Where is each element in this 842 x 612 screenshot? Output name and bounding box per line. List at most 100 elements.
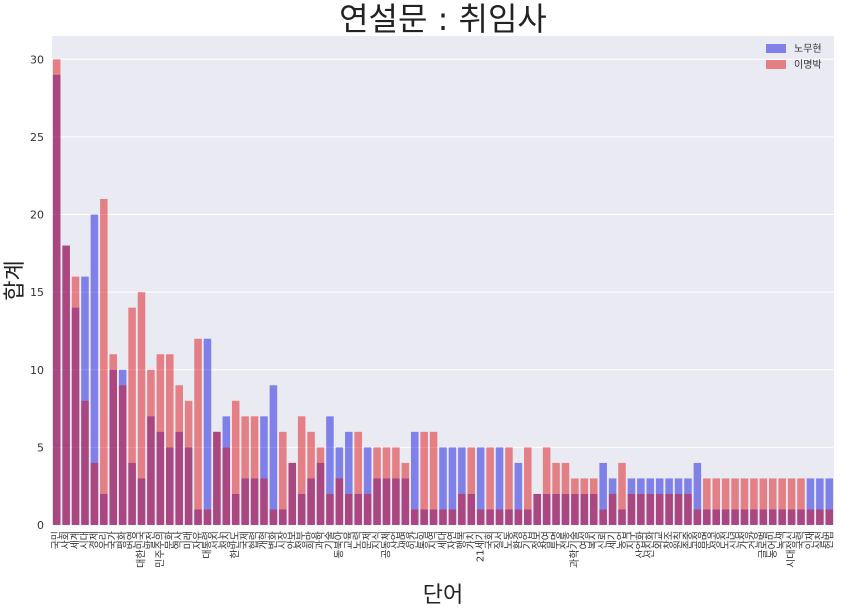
bar-series-2 (109, 354, 118, 525)
x-tick-label: 한반도 (230, 531, 242, 559)
bar-series-2 (100, 199, 108, 525)
bar-series-2 (731, 478, 739, 525)
bar-series-1 (401, 478, 410, 525)
x-tick-label: 자연 (446, 531, 458, 549)
bar-series-2 (222, 447, 231, 525)
bar-series-2 (316, 447, 325, 525)
x-tick-label: 국제 (239, 531, 251, 549)
bar-series-2 (797, 478, 805, 525)
x-tick-label: 투명 (550, 531, 562, 549)
bar-series-2 (703, 478, 711, 525)
x-tick-label: 도전 (720, 531, 732, 549)
bar-series-2 (778, 478, 786, 525)
x-tick-label: 우리 (98, 531, 110, 549)
x-tick-label: 과학 (315, 531, 327, 549)
x-tick-label: 시대정신 (786, 531, 798, 568)
bar-series-1 (439, 447, 447, 525)
bar-series-2 (514, 509, 523, 525)
bar-series-2 (439, 509, 447, 525)
bar-series-2 (571, 478, 579, 525)
x-tick-label: 여성 (578, 531, 590, 549)
bar-series-2 (279, 431, 287, 525)
bar-series-2 (561, 462, 570, 525)
bar-series-1 (552, 493, 560, 525)
x-tick-label: 미래 (183, 531, 195, 549)
x-tick-label: 외교 (654, 531, 666, 549)
bar-series-2 (693, 509, 702, 525)
x-tick-label: 공동체 (380, 531, 392, 559)
y-tick-label: 5 (37, 441, 44, 454)
x-axis-label: 단어 (423, 583, 463, 608)
x-tick-label: 민주주의 (154, 531, 166, 568)
x-tick-label: 가정 (738, 531, 750, 549)
x-tick-label: 창조 (663, 531, 675, 549)
bar-series-2 (184, 400, 193, 525)
bar-series-1 (222, 416, 231, 525)
bar-series-1 (279, 509, 287, 525)
bar-series-2 (740, 478, 749, 525)
bar-series-2 (806, 509, 815, 525)
bar-series-2 (486, 447, 494, 525)
bar-series-2 (467, 447, 476, 525)
bar-series-1 (194, 509, 202, 525)
bar-series-1 (533, 493, 541, 525)
bar-series-1 (137, 478, 146, 525)
bar-series-1 (241, 478, 249, 525)
bar-series-1 (627, 478, 636, 525)
bar-series-2 (297, 416, 306, 525)
x-tick-label: 자유 (192, 531, 204, 549)
bar-series-2 (665, 493, 673, 525)
bar-series-1 (571, 493, 579, 525)
y-axis-label: 합계 (3, 260, 28, 300)
bar-series-1 (486, 509, 494, 525)
x-tick-label: 경제 (87, 531, 100, 549)
bar-series-2 (231, 400, 240, 525)
x-tick-label: 협력 (248, 531, 261, 549)
x-tick-label: 정치 (220, 531, 232, 549)
x-tick-label: 산업 (389, 531, 402, 549)
bar-series-2 (533, 493, 541, 525)
bar-series-1 (260, 416, 268, 525)
x-tick-label: 개혁 (258, 531, 270, 549)
bar-series-2 (618, 462, 626, 525)
bar-series-1 (655, 478, 664, 525)
bar-series-1 (825, 478, 834, 525)
x-tick-label: 성공 (710, 531, 722, 549)
bar-series-1 (203, 338, 212, 525)
x-tick-label: 인간 (409, 531, 421, 549)
bar-series-2 (213, 431, 221, 525)
chart-title: 연설문 : 취임사 (339, 0, 547, 38)
x-tick-label: 산업화 (634, 531, 647, 559)
bar-series-1 (637, 478, 645, 525)
bar-series-2 (250, 416, 259, 525)
bar-series-2 (589, 478, 598, 525)
x-tick-label: 역사 (173, 531, 185, 549)
x-tick-label: 세기 (607, 531, 619, 549)
x-tick-label: 원칙 (673, 531, 685, 549)
bar-series-1 (109, 369, 118, 525)
bar-series-1 (335, 447, 344, 525)
bar-series-1 (410, 431, 419, 525)
bar-series-2 (825, 509, 834, 525)
bar-series-2 (684, 493, 692, 525)
bar-series-1 (231, 493, 240, 525)
x-tick-label: 질서 (494, 531, 506, 549)
bar-series-1 (345, 431, 353, 525)
bar-series-1 (467, 493, 476, 525)
bar-series-2 (326, 493, 334, 525)
bar-series-2 (241, 416, 249, 525)
bar-series-1 (458, 447, 466, 525)
y-tick-label: 15 (30, 286, 44, 299)
x-tick-labels: 국민사회세계시대경제우리국가평화번영대한민국발전민주주의문화역사미래자유대통령선… (51, 531, 836, 568)
bar-series-1 (806, 478, 815, 525)
bar-series-2 (768, 478, 777, 525)
x-tick-label: 생명 (399, 531, 411, 549)
bar-series-2 (721, 478, 730, 525)
bar-series-1 (589, 493, 598, 525)
x-tick-label: 지구 (625, 531, 637, 549)
bar-series-2 (260, 478, 268, 525)
x-tick-label: 농업 (615, 531, 628, 549)
x-tick-label: 노력 (352, 531, 364, 549)
